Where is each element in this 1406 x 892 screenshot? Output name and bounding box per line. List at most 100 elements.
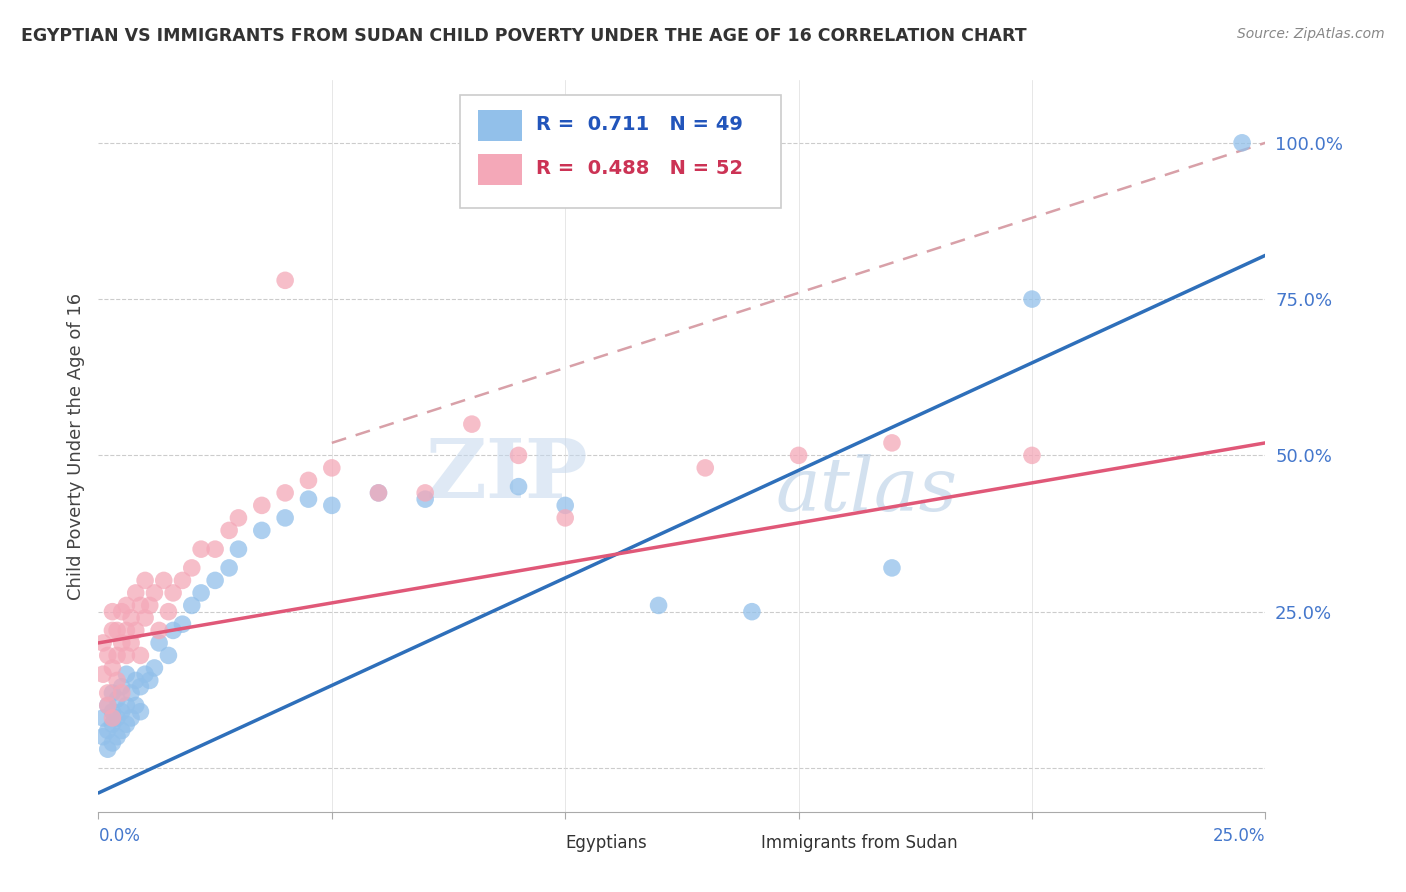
Point — [367, 486, 389, 500]
Point — [101, 661, 124, 675]
Point — [413, 486, 436, 500]
Point — [105, 711, 128, 725]
Point — [111, 705, 134, 719]
Point — [129, 705, 152, 719]
Point — [172, 574, 194, 588]
Point — [120, 636, 142, 650]
Point — [461, 417, 484, 431]
Point — [367, 486, 389, 500]
FancyBboxPatch shape — [460, 95, 782, 209]
Point — [111, 680, 134, 694]
Point — [105, 648, 128, 663]
Point — [647, 599, 669, 613]
Point — [91, 667, 114, 681]
Point — [152, 574, 174, 588]
Point — [139, 673, 162, 688]
Point — [274, 273, 297, 287]
Point — [101, 624, 124, 638]
Point — [115, 717, 138, 731]
Text: ZIP: ZIP — [426, 435, 589, 516]
Point — [120, 686, 142, 700]
Point — [190, 542, 212, 557]
Point — [228, 511, 250, 525]
Point — [115, 648, 138, 663]
Point — [172, 617, 194, 632]
Point — [105, 624, 128, 638]
Point — [321, 499, 343, 513]
Point — [297, 474, 319, 488]
Text: R =  0.711   N = 49: R = 0.711 N = 49 — [536, 115, 742, 135]
Point — [101, 711, 124, 725]
Point — [111, 605, 134, 619]
Text: Source: ZipAtlas.com: Source: ZipAtlas.com — [1237, 27, 1385, 41]
Point — [162, 624, 184, 638]
Point — [105, 730, 128, 744]
FancyBboxPatch shape — [527, 832, 557, 855]
FancyBboxPatch shape — [723, 832, 752, 855]
Point — [125, 698, 148, 713]
Point — [97, 723, 120, 738]
Point — [274, 486, 297, 500]
Point — [105, 673, 128, 688]
Point — [115, 667, 138, 681]
Point — [125, 624, 148, 638]
Point — [101, 605, 124, 619]
Point — [101, 686, 124, 700]
Text: 25.0%: 25.0% — [1213, 828, 1265, 846]
Point — [162, 586, 184, 600]
Point — [148, 624, 170, 638]
Point — [120, 711, 142, 725]
Point — [105, 692, 128, 706]
Point — [741, 605, 763, 619]
Point — [115, 599, 138, 613]
Point — [180, 599, 202, 613]
Point — [508, 480, 530, 494]
Point — [554, 499, 576, 513]
Point — [157, 605, 180, 619]
FancyBboxPatch shape — [478, 154, 522, 185]
Point — [218, 524, 240, 538]
Point — [508, 449, 530, 463]
Point — [115, 624, 138, 638]
Point — [111, 636, 134, 650]
Text: 0.0%: 0.0% — [98, 828, 141, 846]
Point — [157, 648, 180, 663]
Point — [554, 511, 576, 525]
Point — [97, 698, 120, 713]
Point — [91, 711, 114, 725]
Point — [250, 524, 273, 538]
Point — [180, 561, 202, 575]
Point — [97, 686, 120, 700]
Point — [1021, 292, 1043, 306]
Text: Immigrants from Sudan: Immigrants from Sudan — [761, 834, 957, 852]
Point — [101, 717, 124, 731]
Point — [134, 574, 156, 588]
Point — [134, 611, 156, 625]
Point — [134, 667, 156, 681]
Text: EGYPTIAN VS IMMIGRANTS FROM SUDAN CHILD POVERTY UNDER THE AGE OF 16 CORRELATION : EGYPTIAN VS IMMIGRANTS FROM SUDAN CHILD … — [21, 27, 1026, 45]
Point — [880, 561, 903, 575]
Point — [250, 499, 273, 513]
Point — [111, 686, 134, 700]
Point — [101, 705, 124, 719]
Point — [204, 574, 226, 588]
Point — [787, 449, 810, 463]
Point — [120, 611, 142, 625]
Point — [97, 698, 120, 713]
Text: Egyptians: Egyptians — [565, 834, 647, 852]
Point — [413, 492, 436, 507]
Point — [148, 636, 170, 650]
Point — [695, 461, 717, 475]
Point — [97, 648, 120, 663]
Point — [101, 736, 124, 750]
Point — [111, 723, 134, 738]
Point — [129, 648, 152, 663]
Y-axis label: Child Poverty Under the Age of 16: Child Poverty Under the Age of 16 — [66, 293, 84, 599]
Point — [1230, 136, 1253, 150]
Point — [91, 730, 114, 744]
Point — [321, 461, 343, 475]
Point — [274, 511, 297, 525]
Point — [297, 492, 319, 507]
Point — [143, 661, 166, 675]
FancyBboxPatch shape — [478, 111, 522, 141]
